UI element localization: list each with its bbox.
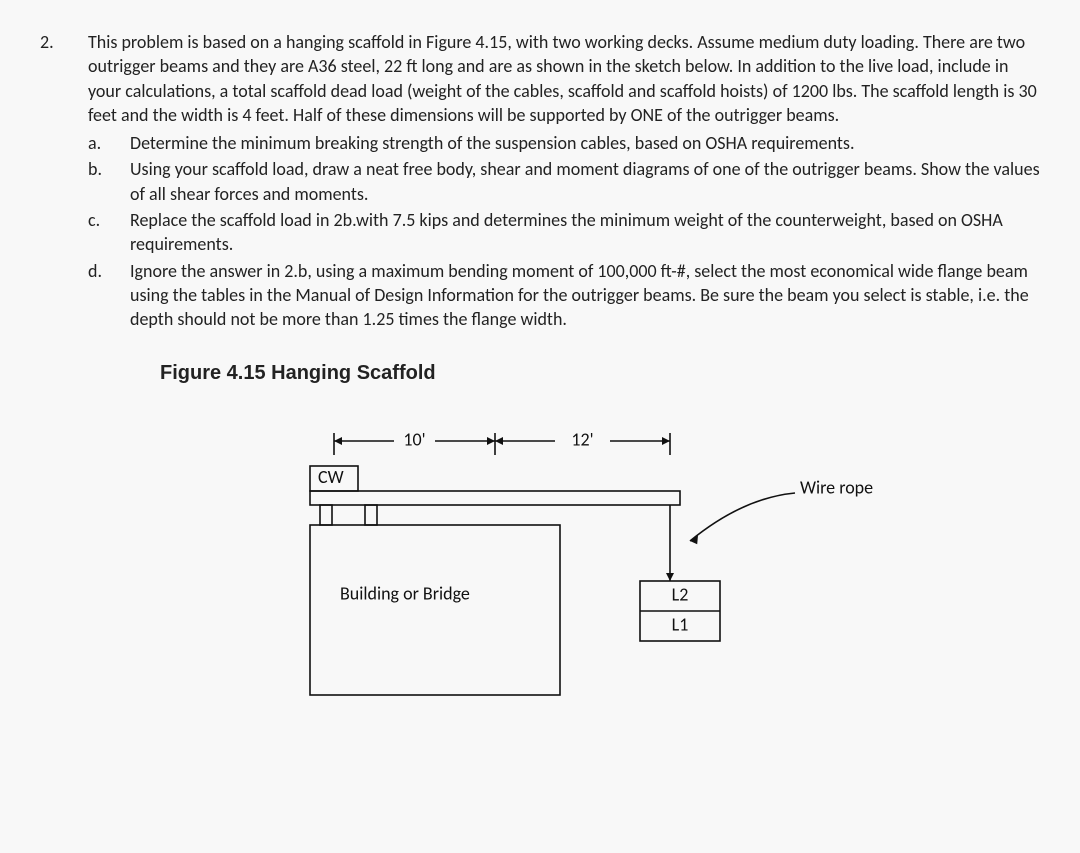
problem-intro: 2. This problem is based on a hanging sc… xyxy=(40,30,1040,127)
sub-items: a.Determine the minimum breaking strengt… xyxy=(40,131,1040,333)
svg-text:CW: CW xyxy=(318,465,344,487)
svg-text:Wire rope: Wire rope xyxy=(800,476,873,498)
sub-item-letter: b. xyxy=(88,157,130,206)
svg-text:L2: L2 xyxy=(672,583,689,605)
sub-item-letter: d. xyxy=(88,259,130,332)
sub-item-letter: c. xyxy=(88,208,130,257)
sub-item: b.Using your scaffold load, draw a neat … xyxy=(88,157,1040,206)
problem-intro-text: This problem is based on a hanging scaff… xyxy=(88,30,1040,127)
svg-text:Building or Bridge: Building or Bridge xyxy=(340,582,470,604)
figure-diagram: 10' 12' CW Building or Bridge Wire rope L2 L1 xyxy=(260,411,1040,717)
svg-text:L1: L1 xyxy=(672,613,689,635)
sub-item: c.Replace the scaffold load in 2b.with 7… xyxy=(88,208,1040,257)
sub-item: d.Ignore the answer in 2.b, using a maxi… xyxy=(88,259,1040,332)
svg-text:12': 12' xyxy=(571,428,593,450)
sub-item: a.Determine the minimum breaking strengt… xyxy=(88,131,1040,155)
sub-item-text: Replace the scaffold load in 2b.with 7.5… xyxy=(130,208,1040,257)
sub-item-text: Determine the minimum breaking strength … xyxy=(130,131,1040,155)
problem-number: 2. xyxy=(40,30,88,127)
sub-item-text: Using your scaffold load, draw a neat fr… xyxy=(130,157,1040,206)
problem-block: 2. This problem is based on a hanging sc… xyxy=(40,30,1040,717)
sub-item-text: Ignore the answer in 2.b, using a maximu… xyxy=(130,259,1040,332)
sub-item-letter: a. xyxy=(88,131,130,155)
svg-text:10': 10' xyxy=(403,428,425,450)
figure-title: Figure 4.15 Hanging Scaffold xyxy=(160,360,1040,387)
